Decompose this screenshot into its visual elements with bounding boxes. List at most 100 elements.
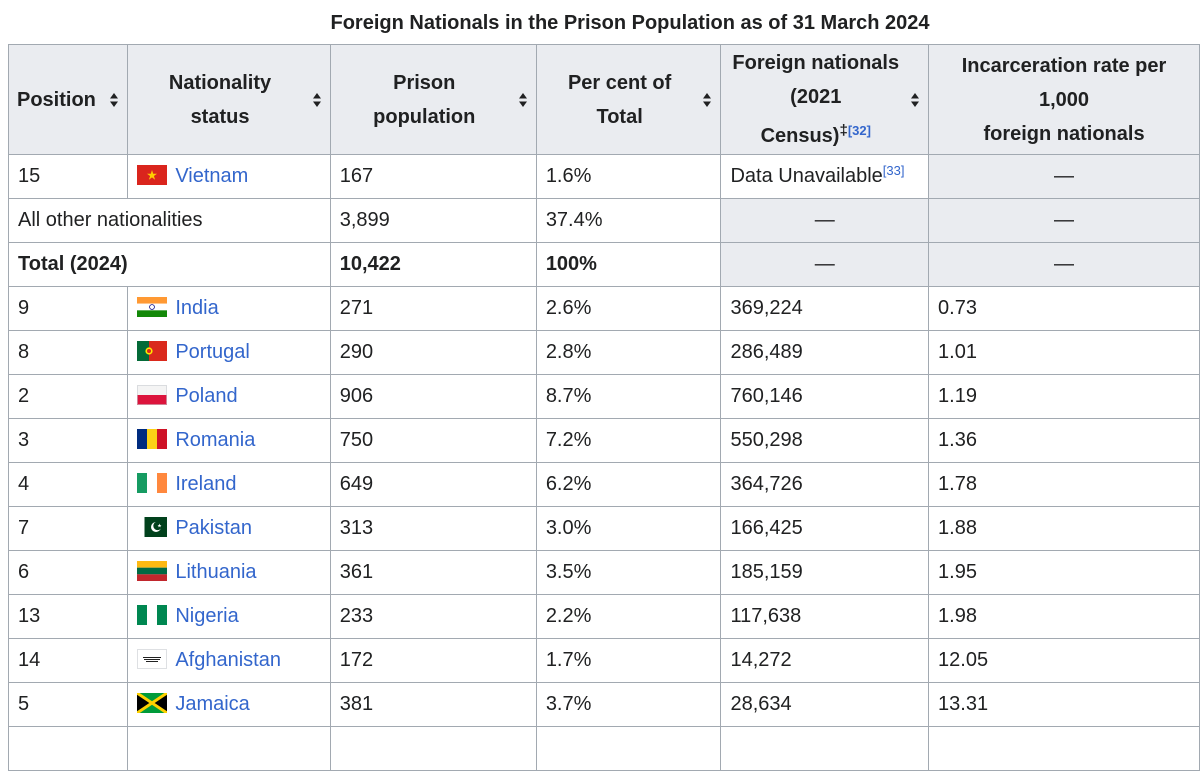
- jamaica-flag-icon: [137, 693, 168, 713]
- position-cell: 13: [7, 594, 129, 639]
- table-row: 7 Pakistan 313 3.0% 166,425 1.88: [7, 506, 1200, 551]
- per-cent-cell: 1.7%: [535, 638, 722, 683]
- india-flag-icon: [137, 297, 168, 317]
- table-row: 5 Jamaica 381 3.7% 28,634 13.31: [7, 682, 1200, 727]
- header-label: status: [190, 105, 250, 128]
- footnote-mark: ‡: [839, 122, 848, 139]
- table-row: 9 India 271 2.6% 369,224 0.73: [7, 286, 1200, 331]
- foreign-nationals-cell: 117,638: [720, 594, 930, 639]
- nationality-link[interactable]: Portugal: [175, 341, 250, 363]
- table-row-total: Total (2024) 10,422 100% — —: [8, 242, 1200, 287]
- nationality-link[interactable]: Ireland: [175, 473, 237, 495]
- table-caption: Foreign Nationals in the Prison Populati…: [330, 12, 930, 34]
- table-row: 14 Afghanistan 172 1.7% 14,272 12.05: [7, 638, 1200, 683]
- row-label-cell: Total (2024): [8, 242, 331, 287]
- rate-cell: 1.78: [928, 462, 1200, 507]
- rate-cell: 1.88: [928, 506, 1200, 551]
- per-cent-cell: 3.0%: [535, 506, 722, 551]
- prison-population-cell: 10,422: [329, 242, 537, 287]
- per-cent-cell: 3.7%: [535, 682, 722, 727]
- afghanistan-flag-icon: [137, 649, 168, 669]
- nationality-link[interactable]: Nigeria: [175, 605, 239, 627]
- lithuania-flag-icon: [137, 561, 168, 581]
- foreign-nationals-cell: —: [720, 198, 930, 243]
- prison-population-cell: 167: [329, 154, 537, 199]
- per-cent-cell: 1.6%: [535, 154, 722, 199]
- table-row: 8 Portugal 290 2.8% 286,489 1.01: [7, 330, 1200, 375]
- table-row-vietnam: 15 Vietnam 167 1.6% Data Unavailable[33]…: [7, 154, 1200, 199]
- column-header-nationality[interactable]: Nationality status: [127, 44, 331, 155]
- column-header-position[interactable]: Position: [7, 44, 129, 155]
- prison-population-cell: 906: [329, 374, 537, 419]
- table-row: 6 Lithuania 361 3.5% 185,159 1.95: [7, 550, 1200, 595]
- foreign-nationals-cell: 286,489: [720, 330, 930, 375]
- rate-cell: 1.01: [928, 330, 1200, 375]
- position-cell: 7: [7, 506, 129, 551]
- rate-cell: 1.95: [928, 550, 1200, 595]
- reference-link[interactable]: [32]: [847, 123, 871, 138]
- position-cell: 3: [7, 418, 129, 463]
- column-header-prison-population[interactable]: Prison population: [329, 44, 537, 155]
- table-row: 4 Ireland 649 6.2% 364,726 1.78: [7, 462, 1200, 507]
- nationality-cell: Pakistan: [127, 506, 331, 551]
- rate-cell: 1.98: [928, 594, 1200, 639]
- reference-link[interactable]: [33]: [882, 163, 905, 178]
- per-cent-cell: 2.2%: [535, 594, 722, 639]
- per-cent-cell: 7.2%: [535, 418, 722, 463]
- column-header-incarceration-rate: Incarceration rate per 1,000 foreign natio…: [928, 44, 1200, 155]
- foreign-nationals-cell: Data Unavailable[33]: [720, 154, 930, 199]
- header-label: foreign nationals: [983, 122, 1145, 145]
- header-label: Census): [760, 125, 840, 147]
- nationality-cell: Ireland: [127, 462, 331, 507]
- foreign-nationals-cell: 760,146: [720, 374, 930, 419]
- column-header-per-cent[interactable]: Per cent of Total: [535, 44, 722, 155]
- prison-population-cell: 313: [329, 506, 537, 551]
- header-label: Foreign nationals: [732, 52, 900, 74]
- prison-population-cell: 233: [329, 594, 537, 639]
- position-cell: 2: [7, 374, 129, 419]
- nigeria-flag-icon: [137, 605, 168, 625]
- prison-population-cell: 172: [329, 638, 537, 683]
- nationality-link[interactable]: Jamaica: [175, 693, 250, 715]
- nationality-link[interactable]: Lithuania: [175, 561, 257, 583]
- foreign-nationals-cell: 166,425: [720, 506, 930, 551]
- prison-population-cell: 750: [329, 418, 537, 463]
- nationality-link[interactable]: Poland: [175, 385, 238, 407]
- sort-icon[interactable]: [518, 92, 528, 108]
- ireland-flag-icon: [137, 473, 168, 493]
- rate-cell: 12.05: [928, 638, 1200, 683]
- rate-cell: 1.19: [928, 374, 1200, 419]
- vietnam-flag-icon: [137, 165, 168, 185]
- per-cent-cell: 100%: [535, 242, 722, 287]
- nationality-link[interactable]: Vietnam: [175, 165, 249, 187]
- sort-icon[interactable]: [312, 92, 322, 108]
- nationality-link[interactable]: Romania: [175, 429, 256, 451]
- column-header-foreign-nationals[interactable]: Foreign nationals (2021 Census)‡[32]: [720, 44, 930, 155]
- prison-population-cell: 290: [329, 330, 537, 375]
- sort-icon[interactable]: [910, 92, 920, 108]
- foreign-nationals-cell: 369,224: [720, 286, 930, 331]
- nationality-link[interactable]: India: [175, 297, 219, 319]
- poland-flag-icon: [137, 385, 168, 405]
- data-unavailable-text: Data Unavailable: [730, 165, 883, 187]
- nationality-cell: Poland: [127, 374, 331, 419]
- table-row-other-nationalities: All other nationalities 3,899 37.4% — —: [8, 198, 1200, 243]
- foreign-nationals-cell: 185,159: [720, 550, 930, 595]
- sort-icon[interactable]: [702, 92, 712, 108]
- header-label: (2021: [790, 86, 842, 108]
- prison-population-cell: 271: [329, 286, 537, 331]
- sort-icon[interactable]: [109, 92, 119, 108]
- table-row: [7, 726, 1200, 771]
- nationality-link[interactable]: Afghanistan: [175, 649, 281, 671]
- foreign-nationals-cell: —: [720, 242, 930, 287]
- per-cent-cell: 37.4%: [535, 198, 722, 243]
- header-label: Prison: [393, 71, 456, 94]
- position-cell: 5: [7, 682, 129, 727]
- table-wrapper: Position Nationality status Prison populat…: [7, 44, 1200, 771]
- row-label-cell: All other nationalities: [8, 198, 331, 243]
- foreign-nationals-cell: 550,298: [720, 418, 930, 463]
- nationality-link[interactable]: Pakistan: [175, 517, 253, 539]
- rate-cell: 1.36: [928, 418, 1200, 463]
- prison-population-cell: 361: [329, 550, 537, 595]
- prison-population-cell: 3,899: [329, 198, 537, 243]
